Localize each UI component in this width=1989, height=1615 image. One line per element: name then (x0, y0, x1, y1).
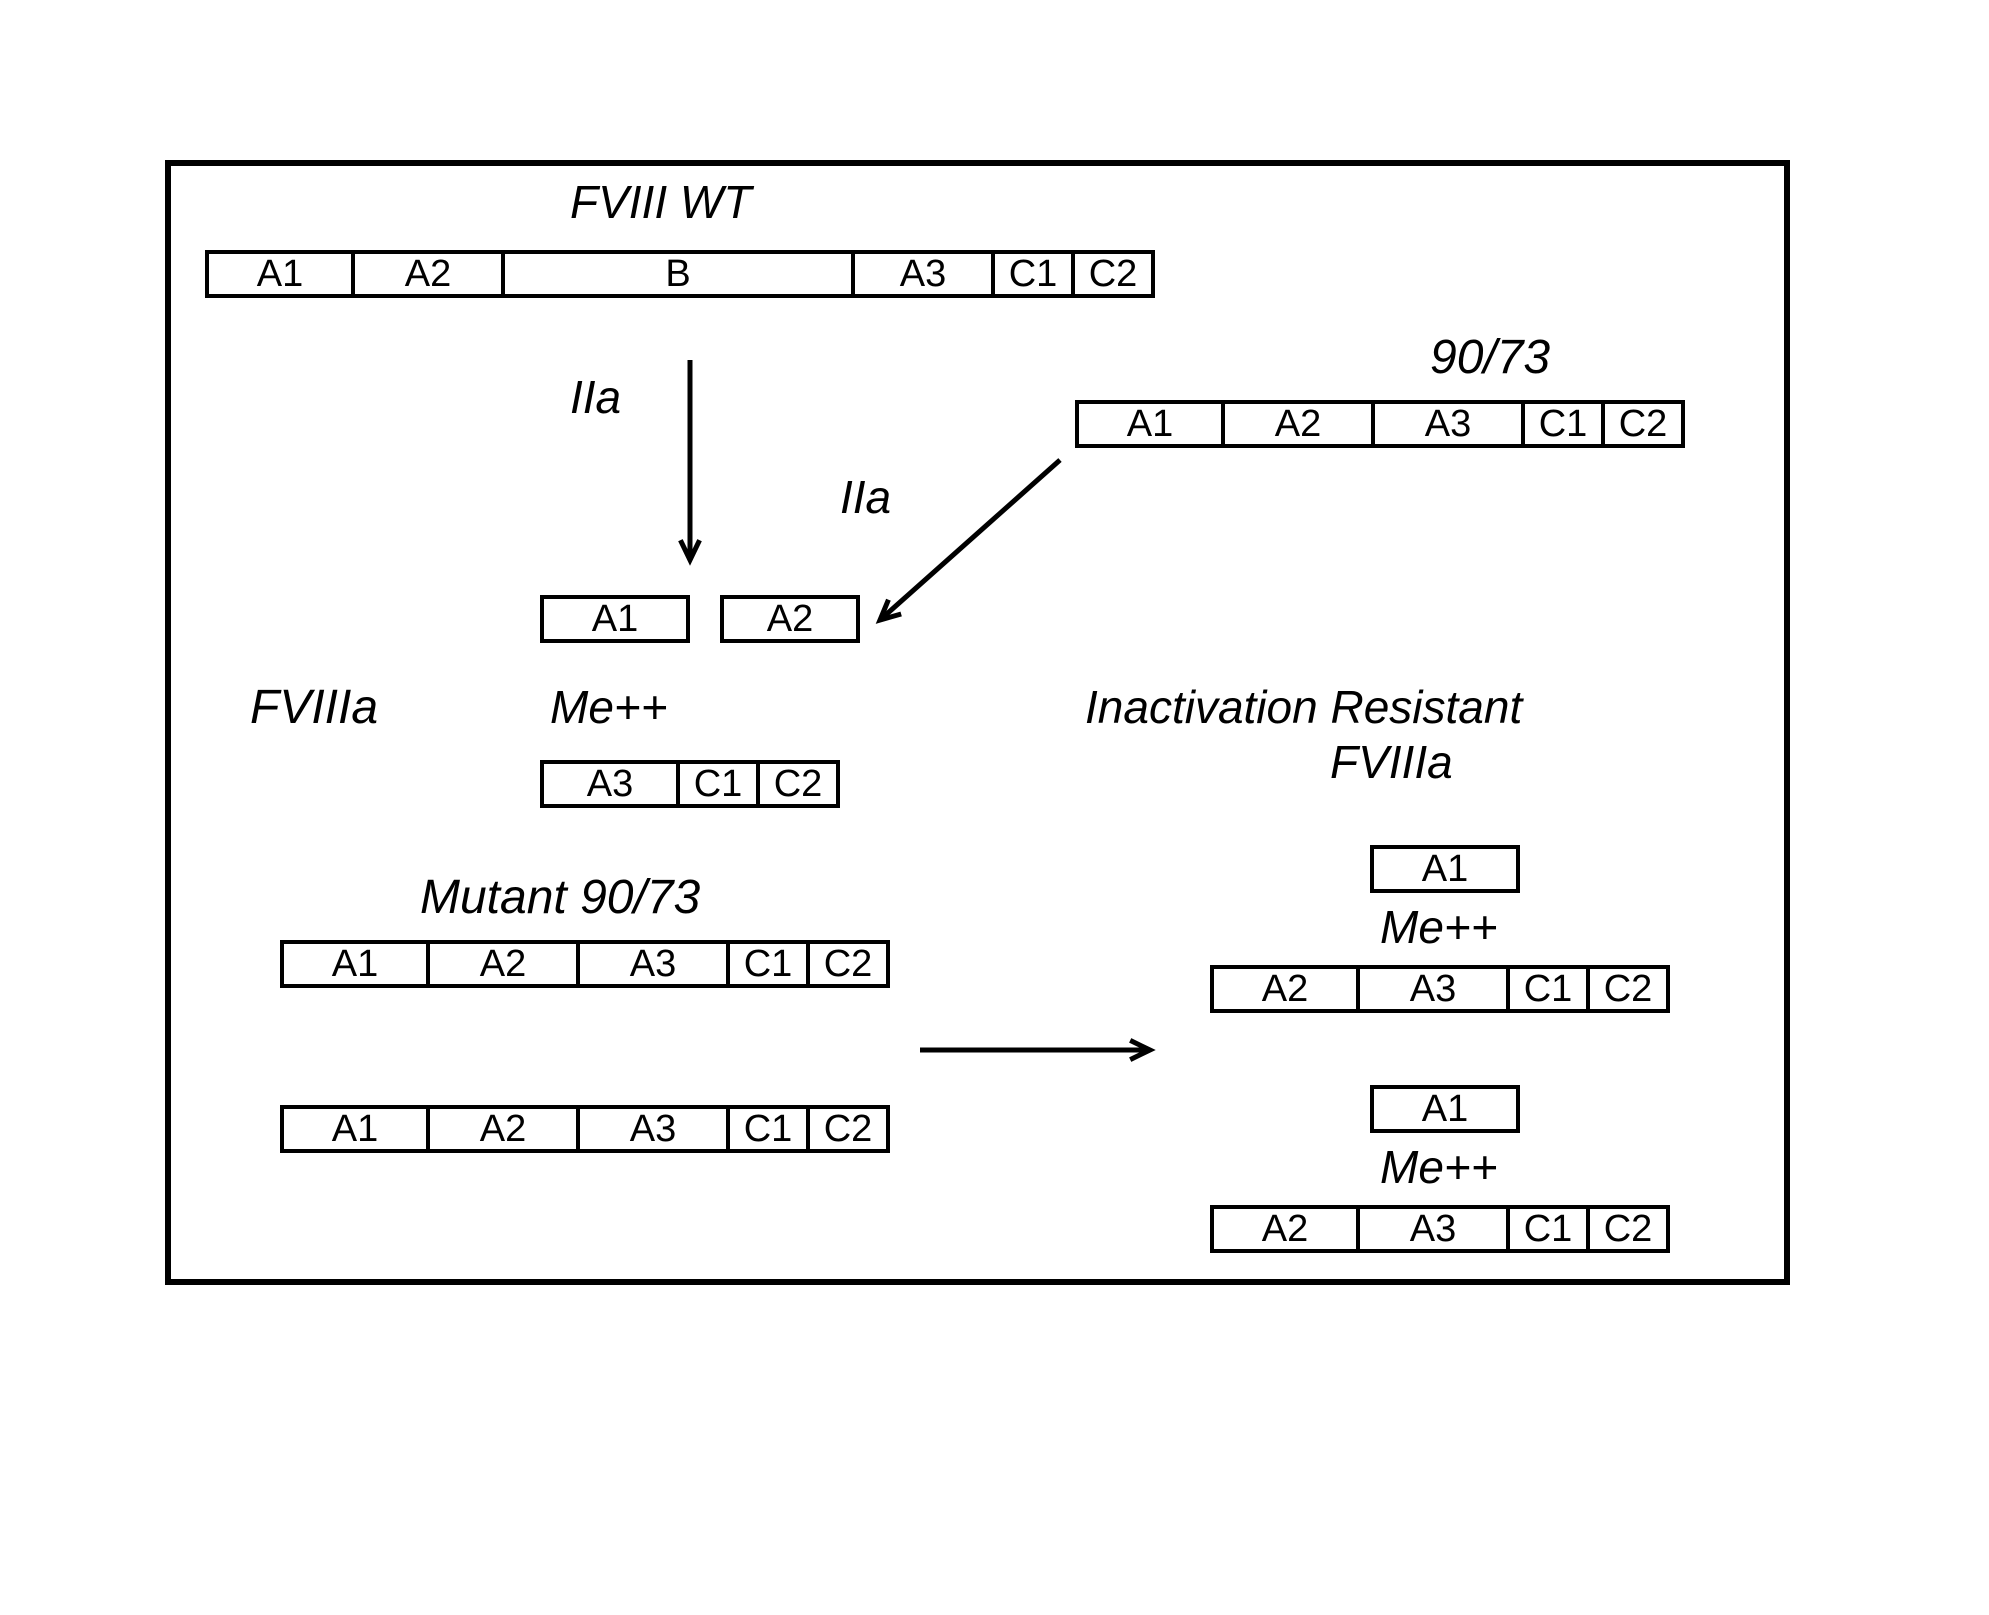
label-iia_v: IIa (570, 370, 621, 424)
diagram-canvas: FVIII WT IIa IIa FVIIIa Me++ 90/73 Inactivatio… (0, 0, 1989, 1615)
cell-ir_row_top-3: C2 (1590, 965, 1670, 1013)
row-fviiia_bot: A3C1C2 (540, 760, 840, 808)
cell-fviiia_top-0: A1 (540, 595, 690, 643)
label-fviiia: FVIIIa (250, 680, 378, 735)
row-wt_full: A1A2BA3C1C2 (205, 250, 1155, 298)
row-ir_a1_bot: A1 (1370, 1085, 1520, 1133)
label-inact1: Inactivation Resistant (1085, 680, 1522, 734)
cell-ir_a1_top-0: A1 (1370, 845, 1520, 893)
cell-n9073_row-3: C1 (1525, 400, 1605, 448)
label-n9073: 90/73 (1430, 330, 1550, 385)
cell-wt_full-0: A1 (205, 250, 355, 298)
cell-fviiia_bot-1: C1 (680, 760, 760, 808)
cell-mutant_top-1: A2 (430, 940, 580, 988)
cell-fviiia_bot-0: A3 (540, 760, 680, 808)
cell-mutant_bot-1: A2 (430, 1105, 580, 1153)
label-me2: Me++ (1380, 900, 1498, 954)
cell-ir_row_bot-1: A3 (1360, 1205, 1510, 1253)
cell-ir_row_bot-3: C2 (1590, 1205, 1670, 1253)
cell-wt_full-4: C1 (995, 250, 1075, 298)
row-ir_row_top: A2A3C1C2 (1210, 965, 1670, 1013)
cell-fviiia_top-1: A2 (720, 595, 860, 643)
cell-ir_row_top-2: C1 (1510, 965, 1590, 1013)
cell-mutant_top-2: A3 (580, 940, 730, 988)
cell-mutant_bot-0: A1 (280, 1105, 430, 1153)
cell-n9073_row-2: A3 (1375, 400, 1525, 448)
cell-ir_row_bot-0: A2 (1210, 1205, 1360, 1253)
cell-n9073_row-1: A2 (1225, 400, 1375, 448)
label-me3: Me++ (1380, 1140, 1498, 1194)
cell-ir_a1_bot-0: A1 (1370, 1085, 1520, 1133)
cell-fviiia_bot-2: C2 (760, 760, 840, 808)
cell-mutant_top-3: C1 (730, 940, 810, 988)
row-fviiia_top: A1 A2 (540, 595, 860, 643)
cell-wt_full-5: C2 (1075, 250, 1155, 298)
cell-mutant_bot-2: A3 (580, 1105, 730, 1153)
label-me1: Me++ (550, 680, 668, 734)
cell-mutant_bot-4: C2 (810, 1105, 890, 1153)
cell-wt_full-1: A2 (355, 250, 505, 298)
cell-wt_full-2: B (505, 250, 855, 298)
cell-ir_row_top-0: A2 (1210, 965, 1360, 1013)
cell-mutant_top-0: A1 (280, 940, 430, 988)
row-mutant_top: A1A2A3C1C2 (280, 940, 890, 988)
cell-n9073_row-4: C2 (1605, 400, 1685, 448)
row-ir_a1_top: A1 (1370, 845, 1520, 893)
label-inact2: FVIIIa (1330, 735, 1453, 789)
row-n9073_row: A1A2A3C1C2 (1075, 400, 1685, 448)
cell-n9073_row-0: A1 (1075, 400, 1225, 448)
cell-wt_full-3: A3 (855, 250, 995, 298)
label-iia_diag: IIa (840, 470, 891, 524)
label-title_wt: FVIII WT (570, 175, 751, 229)
label-mutant: Mutant 90/73 (420, 870, 700, 925)
row-ir_row_bot: A2A3C1C2 (1210, 1205, 1670, 1253)
row-mutant_bot: A1A2A3C1C2 (280, 1105, 890, 1153)
cell-mutant_bot-3: C1 (730, 1105, 810, 1153)
cell-ir_row_bot-2: C1 (1510, 1205, 1590, 1253)
cell-mutant_top-4: C2 (810, 940, 890, 988)
cell-ir_row_top-1: A3 (1360, 965, 1510, 1013)
